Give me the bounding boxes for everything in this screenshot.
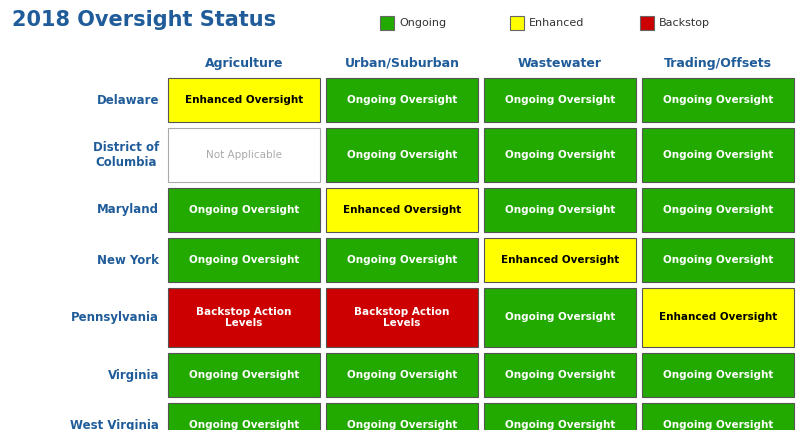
- Text: Ongoing Oversight: Ongoing Oversight: [504, 420, 616, 430]
- Text: Trading/Offsets: Trading/Offsets: [664, 57, 772, 70]
- Text: Virginia: Virginia: [108, 369, 159, 381]
- Text: Enhanced Oversight: Enhanced Oversight: [659, 313, 777, 322]
- Bar: [484, 288, 636, 347]
- Text: Ongoing Oversight: Ongoing Oversight: [347, 370, 457, 380]
- Bar: [168, 78, 320, 122]
- Text: Ongoing Oversight: Ongoing Oversight: [347, 150, 457, 160]
- Bar: [484, 403, 636, 430]
- Bar: [326, 78, 478, 122]
- Bar: [640, 16, 654, 30]
- Text: Ongoing Oversight: Ongoing Oversight: [504, 370, 616, 380]
- Bar: [326, 188, 478, 232]
- Bar: [168, 403, 320, 430]
- Text: Ongoing Oversight: Ongoing Oversight: [347, 95, 457, 105]
- Bar: [484, 78, 636, 122]
- Bar: [484, 128, 636, 182]
- Text: Not Applicable: Not Applicable: [206, 150, 282, 160]
- Text: Urban/Suburban: Urban/Suburban: [345, 57, 460, 70]
- Text: Ongoing Oversight: Ongoing Oversight: [189, 205, 299, 215]
- Bar: [642, 128, 794, 182]
- Bar: [168, 353, 320, 397]
- Text: Ongoing Oversight: Ongoing Oversight: [663, 370, 773, 380]
- Bar: [168, 288, 320, 347]
- Text: Backstop: Backstop: [659, 18, 710, 28]
- Bar: [168, 188, 320, 232]
- Bar: [484, 238, 636, 282]
- Bar: [326, 238, 478, 282]
- Bar: [642, 288, 794, 347]
- Text: Ongoing Oversight: Ongoing Oversight: [663, 95, 773, 105]
- Text: Ongoing Oversight: Ongoing Oversight: [663, 255, 773, 265]
- Text: 2018 Oversight Status: 2018 Oversight Status: [12, 10, 276, 30]
- Bar: [326, 403, 478, 430]
- Bar: [642, 188, 794, 232]
- Text: Ongoing Oversight: Ongoing Oversight: [504, 150, 616, 160]
- Text: District of
Columbia: District of Columbia: [92, 141, 159, 169]
- Bar: [484, 353, 636, 397]
- Text: Agriculture: Agriculture: [204, 57, 283, 70]
- Text: Ongoing Oversight: Ongoing Oversight: [663, 205, 773, 215]
- Bar: [484, 188, 636, 232]
- Bar: [168, 128, 320, 182]
- Text: Ongoing Oversight: Ongoing Oversight: [504, 313, 616, 322]
- Text: Delaware: Delaware: [97, 93, 159, 107]
- Text: Ongoing Oversight: Ongoing Oversight: [663, 150, 773, 160]
- Text: Maryland: Maryland: [97, 203, 159, 216]
- Bar: [642, 403, 794, 430]
- Text: Ongoing Oversight: Ongoing Oversight: [189, 370, 299, 380]
- Text: Ongoing Oversight: Ongoing Oversight: [189, 420, 299, 430]
- Bar: [642, 238, 794, 282]
- Text: Ongoing Oversight: Ongoing Oversight: [189, 255, 299, 265]
- Bar: [642, 353, 794, 397]
- Text: Backstop Action
Levels: Backstop Action Levels: [354, 307, 449, 328]
- Bar: [380, 16, 394, 30]
- Text: Ongoing Oversight: Ongoing Oversight: [347, 420, 457, 430]
- Text: Wastewater: Wastewater: [518, 57, 602, 70]
- Text: Enhanced Oversight: Enhanced Oversight: [343, 205, 461, 215]
- Text: Ongoing Oversight: Ongoing Oversight: [504, 95, 616, 105]
- Text: Ongoing Oversight: Ongoing Oversight: [347, 255, 457, 265]
- Bar: [642, 78, 794, 122]
- Text: New York: New York: [97, 254, 159, 267]
- Text: Ongoing Oversight: Ongoing Oversight: [663, 420, 773, 430]
- Text: Ongoing: Ongoing: [399, 18, 446, 28]
- Bar: [326, 353, 478, 397]
- Text: Enhanced: Enhanced: [529, 18, 585, 28]
- Text: Enhanced Oversight: Enhanced Oversight: [185, 95, 303, 105]
- Text: Backstop Action
Levels: Backstop Action Levels: [196, 307, 292, 328]
- Bar: [326, 128, 478, 182]
- Text: Enhanced Oversight: Enhanced Oversight: [501, 255, 619, 265]
- Text: West Virginia: West Virginia: [70, 418, 159, 430]
- Bar: [168, 238, 320, 282]
- Text: Ongoing Oversight: Ongoing Oversight: [504, 205, 616, 215]
- Text: Pennsylvania: Pennsylvania: [71, 311, 159, 324]
- Bar: [510, 16, 524, 30]
- Bar: [326, 288, 478, 347]
